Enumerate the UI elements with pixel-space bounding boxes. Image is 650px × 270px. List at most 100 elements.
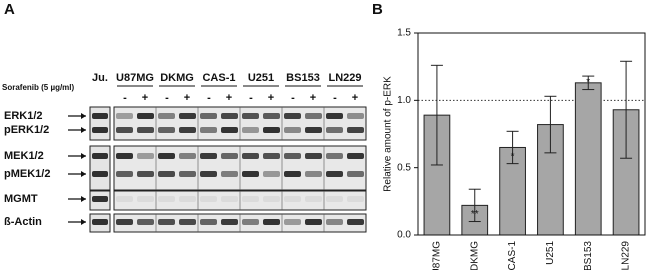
band — [200, 219, 217, 225]
band — [116, 171, 133, 177]
control-lane-label: Ju. — [92, 72, 108, 84]
band — [137, 113, 154, 119]
band — [242, 171, 259, 177]
band — [242, 219, 259, 225]
band — [347, 113, 364, 119]
band — [263, 196, 280, 202]
band — [221, 196, 238, 202]
band — [158, 113, 175, 119]
protein-label: pMEK1/2 — [4, 168, 50, 180]
band — [326, 153, 343, 159]
band — [263, 153, 280, 159]
band — [284, 196, 301, 202]
arrow-head — [81, 171, 86, 177]
band — [137, 219, 154, 225]
band — [200, 196, 217, 202]
band — [200, 127, 217, 133]
y-tick-label: 1.0 — [397, 95, 411, 106]
panel-label: B — [372, 1, 383, 18]
band — [92, 127, 108, 133]
band — [242, 113, 259, 119]
arrow-head — [81, 219, 86, 225]
band — [305, 219, 322, 225]
band — [158, 196, 175, 202]
treatment-sign: - — [333, 92, 337, 104]
band — [347, 196, 364, 202]
band — [179, 113, 196, 119]
y-axis-label: Relative amount of p-ERK — [383, 76, 394, 192]
treatment-sign: + — [268, 92, 274, 104]
band — [326, 196, 343, 202]
band — [179, 219, 196, 225]
protein-label: MEK1/2 — [4, 150, 44, 162]
band — [158, 127, 175, 133]
band — [305, 196, 322, 202]
treatment-label: Sorafenib (5 µg/ml) — [2, 83, 75, 92]
band — [179, 196, 196, 202]
blot-frame — [89, 145, 111, 191]
arrow-head — [81, 196, 86, 202]
band — [179, 153, 196, 159]
band — [158, 171, 175, 177]
band — [263, 113, 280, 119]
band — [305, 127, 322, 133]
band — [116, 113, 133, 119]
panel-label: A — [4, 1, 15, 18]
band — [200, 153, 217, 159]
band — [116, 196, 133, 202]
cell-line-label: BS153 — [286, 72, 320, 84]
significance-label: * — [511, 151, 515, 162]
band — [221, 153, 238, 159]
band — [221, 113, 238, 119]
treatment-sign: - — [165, 92, 169, 104]
band — [221, 219, 238, 225]
cell-line-label: DKMG — [160, 72, 194, 84]
band — [92, 113, 108, 119]
band — [284, 113, 301, 119]
treatment-sign: + — [226, 92, 232, 104]
treatment-sign: - — [249, 92, 253, 104]
band — [137, 127, 154, 133]
band — [326, 219, 343, 225]
cell-line-label: LN229 — [328, 72, 361, 84]
band — [326, 127, 343, 133]
plot-frame — [417, 32, 646, 236]
band — [242, 153, 259, 159]
band — [221, 127, 238, 133]
band — [200, 113, 217, 119]
protein-label: pERK1/2 — [4, 124, 49, 136]
bar — [574, 82, 602, 236]
band — [347, 153, 364, 159]
band — [92, 196, 108, 202]
treatment-sign: + — [352, 92, 358, 104]
treatment-sign: - — [123, 92, 127, 104]
band — [92, 153, 108, 159]
band — [179, 171, 196, 177]
band — [284, 153, 301, 159]
x-tick-label: U251 — [545, 241, 556, 265]
cell-line-label: CAS-1 — [202, 72, 235, 84]
band — [326, 171, 343, 177]
band — [263, 219, 280, 225]
band — [284, 127, 301, 133]
y-tick-label: 0.5 — [397, 162, 411, 173]
band — [92, 219, 108, 225]
band — [326, 113, 343, 119]
arrow-head — [81, 113, 86, 119]
band — [221, 171, 238, 177]
arrow-head — [81, 153, 86, 159]
band — [242, 127, 259, 133]
treatment-sign: - — [207, 92, 211, 104]
band — [305, 113, 322, 119]
band — [305, 171, 322, 177]
band — [137, 171, 154, 177]
x-tick-label: BS153 — [583, 241, 594, 270]
band — [158, 219, 175, 225]
band — [242, 196, 259, 202]
significance-label: ** — [471, 209, 479, 220]
band — [137, 153, 154, 159]
y-tick-label: 1.5 — [397, 28, 411, 39]
band — [347, 219, 364, 225]
treatment-sign: - — [291, 92, 295, 104]
